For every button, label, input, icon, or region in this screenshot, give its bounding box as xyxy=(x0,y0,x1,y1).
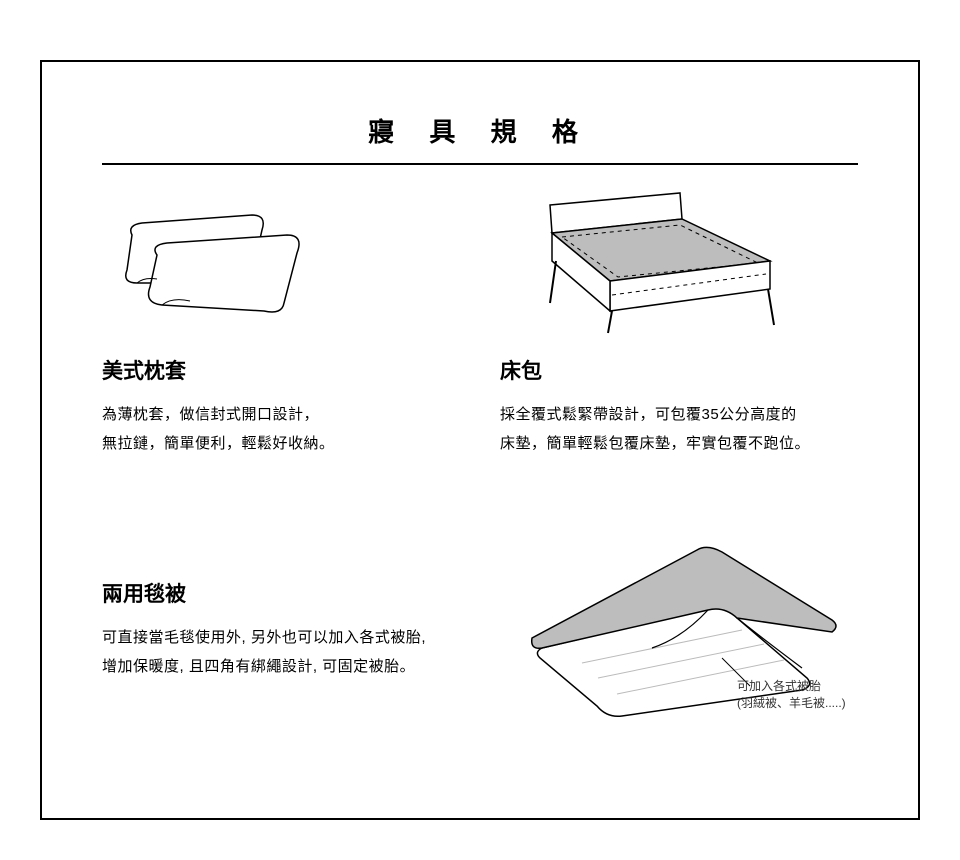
duvet-callout-line2: (羽絨被、羊毛被.....) xyxy=(737,696,846,710)
row-bottom: 兩用毯被 可直接當毛毯使用外, 另外也可以加入各式被胎,增加保暖度, 且四角有綁… xyxy=(102,528,858,728)
sheet-section: 床包 採全覆式鬆緊帶設計，可包覆35公分高度的床墊，簡單輕鬆包覆床墊，牢實包覆不… xyxy=(500,195,858,458)
row-top: 美式枕套 為薄枕套，做信封式開口設計，無拉鏈，簡單便利，輕鬆好收納。 xyxy=(102,195,858,458)
bed-icon xyxy=(500,185,800,335)
title-block: 寢 具 規 格 xyxy=(102,112,858,149)
duvet-callout-line1: 可加入各式被胎 xyxy=(737,679,821,693)
duvet-illustration-wrap: 可加入各式被胎 (羽絨被、羊毛被.....) xyxy=(502,528,862,728)
sheet-title: 床包 xyxy=(500,355,858,385)
duvet-section: 兩用毯被 可直接當毛毯使用外, 另外也可以加入各式被胎,增加保暖度, 且四角有綁… xyxy=(102,528,472,681)
spec-frame: 寢 具 規 格 美式枕套 為薄枕套，做信封式開口設計，無拉鏈，簡單便利，輕鬆好收… xyxy=(40,60,920,820)
page-title: 寢 具 規 格 xyxy=(368,112,592,149)
bed-illustration xyxy=(500,195,858,335)
duvet-callout: 可加入各式被胎 (羽絨被、羊毛被.....) xyxy=(737,678,846,712)
pillow-title: 美式枕套 xyxy=(102,355,460,385)
pillow-icon xyxy=(102,205,322,335)
duvet-title: 兩用毯被 xyxy=(102,578,472,608)
sheet-desc: 採全覆式鬆緊帶設計，可包覆35公分高度的床墊，簡單輕鬆包覆床墊，牢實包覆不跑位。 xyxy=(500,401,858,458)
duvet-desc: 可直接當毛毯使用外, 另外也可以加入各式被胎,增加保暖度, 且四角有綁繩設計, … xyxy=(102,624,472,681)
title-underline xyxy=(102,163,858,165)
pillow-desc: 為薄枕套，做信封式開口設計，無拉鏈，簡單便利，輕鬆好收納。 xyxy=(102,401,460,458)
pillow-section: 美式枕套 為薄枕套，做信封式開口設計，無拉鏈，簡單便利，輕鬆好收納。 xyxy=(102,195,460,458)
pillow-illustration xyxy=(102,195,460,335)
